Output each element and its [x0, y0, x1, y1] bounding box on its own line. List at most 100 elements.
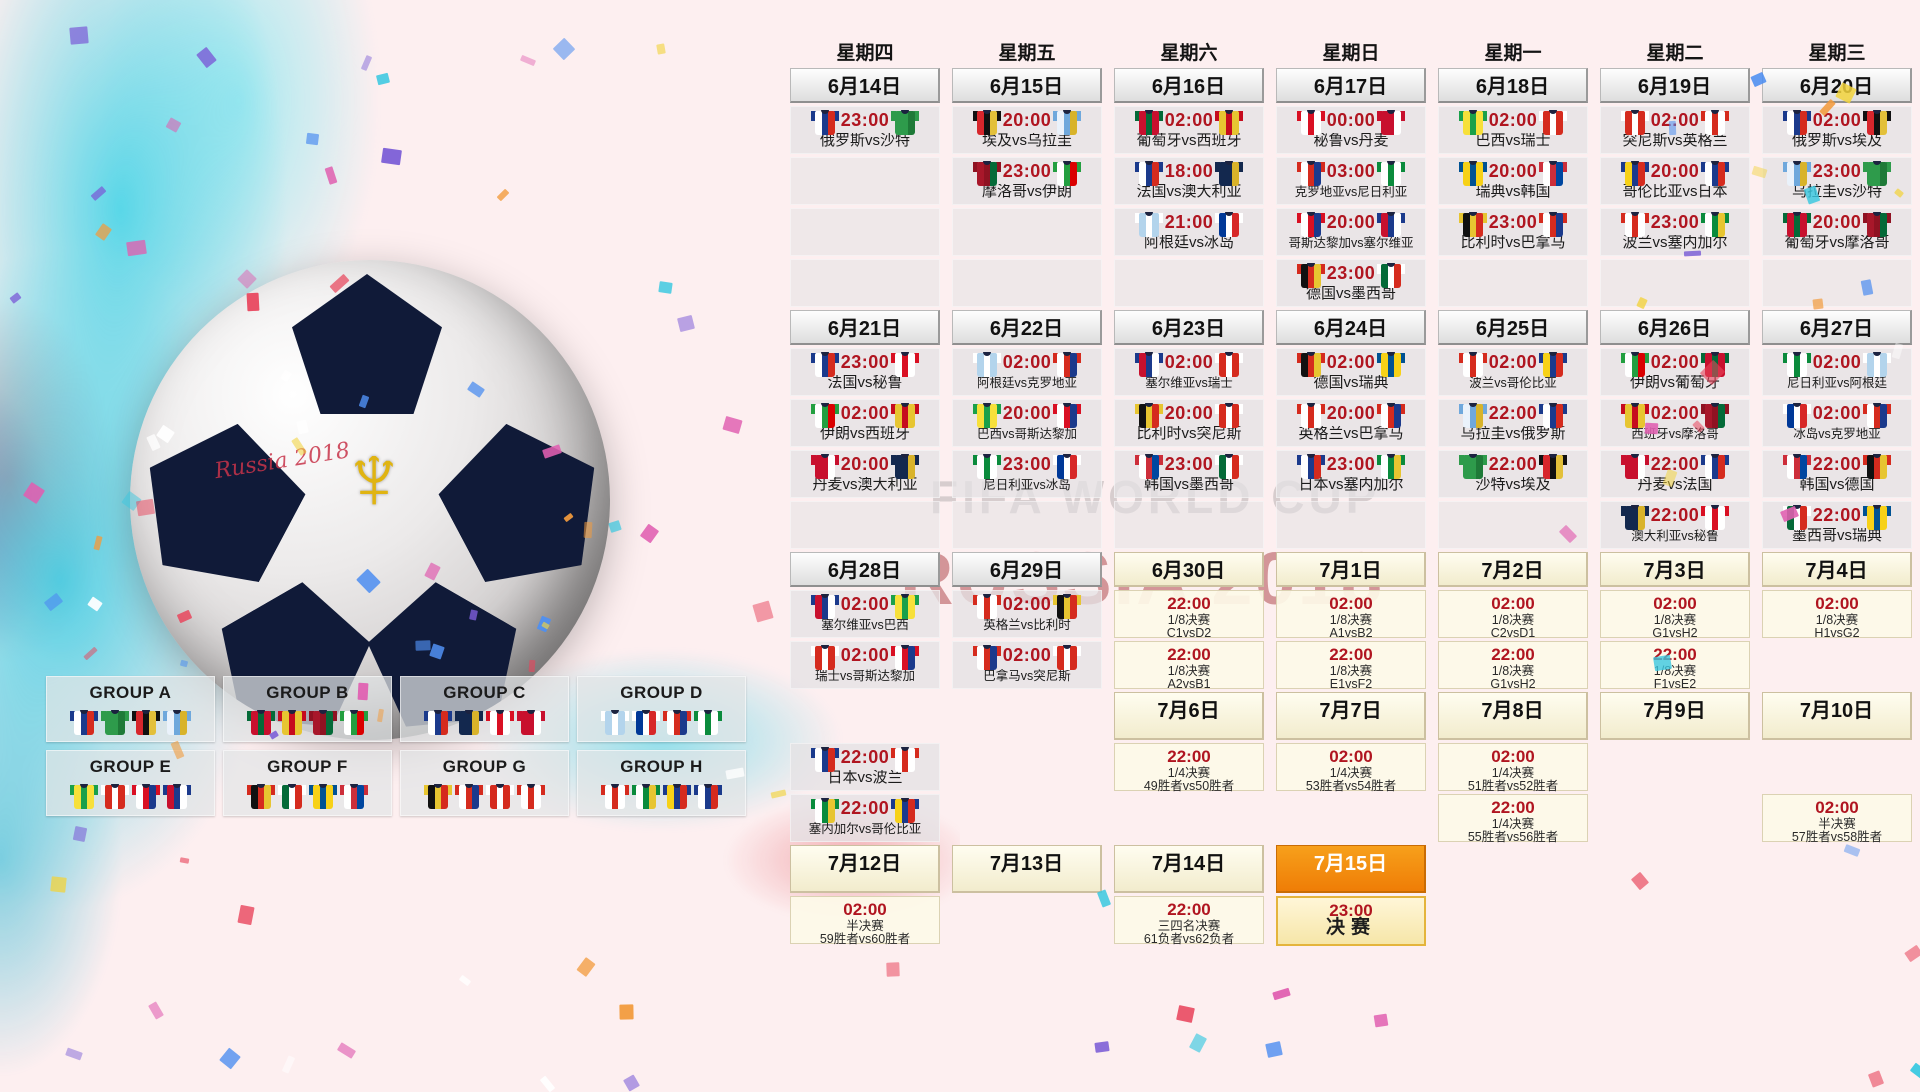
group-card[interactable]: GROUP E: [46, 750, 215, 816]
match-cell[interactable]: 02:00 突尼斯vs英格兰: [1600, 106, 1750, 154]
match-cell[interactable]: 22:00 墨西哥vs瑞典: [1762, 501, 1912, 549]
match-cell[interactable]: 23:00 比利时vs巴拿马: [1438, 208, 1588, 256]
match-cell[interactable]: 02:00 英格兰vs比利时: [952, 590, 1102, 638]
match-cell[interactable]: 22:00 澳大利亚vs秘鲁: [1600, 501, 1750, 549]
match-cell[interactable]: 02:00 尼日利亚vs阿根廷: [1762, 348, 1912, 396]
match-cell[interactable]: 00:00 秘鲁vs丹麦: [1276, 106, 1426, 154]
match-cell[interactable]: 02:00 西班牙vs摩洛哥: [1600, 399, 1750, 447]
date-chip[interactable]: 6月22日: [952, 310, 1102, 345]
match-cell[interactable]: 20:00 哥斯达黎加vs塞尔维亚: [1276, 208, 1426, 256]
match-cell[interactable]: 02:00 伊朗vs葡萄牙: [1600, 348, 1750, 396]
match-cell[interactable]: 23:00 德国vs墨西哥: [1276, 259, 1426, 307]
knockout-match-cell[interactable]: 02:00 1/8决赛 G1vsH2: [1600, 590, 1750, 638]
date-chip[interactable]: 6月16日: [1114, 68, 1264, 103]
date-chip[interactable]: 6月21日: [790, 310, 940, 345]
date-chip[interactable]: 7月12日: [790, 845, 940, 893]
knockout-match-cell[interactable]: 02:00 1/8决赛 A1vsB2: [1276, 590, 1426, 638]
knockout-match-cell[interactable]: 22:00 三四名决赛 61负者vs62负者: [1114, 896, 1264, 944]
date-chip[interactable]: 6月17日: [1276, 68, 1426, 103]
date-chip[interactable]: 7月9日: [1600, 692, 1750, 740]
group-card[interactable]: GROUP C: [400, 676, 569, 742]
match-cell[interactable]: 20:00 哥伦比亚vs日本: [1600, 157, 1750, 205]
match-cell[interactable]: 20:00 巴西vs哥斯达黎加: [952, 399, 1102, 447]
date-chip[interactable]: 7月15日: [1276, 845, 1426, 893]
date-chip[interactable]: 6月19日: [1600, 68, 1750, 103]
knockout-match-cell[interactable]: 22:00 1/8决赛 C1vsD2: [1114, 590, 1264, 638]
date-chip[interactable]: 7月4日: [1762, 552, 1912, 587]
group-card[interactable]: GROUP G: [400, 750, 569, 816]
match-cell[interactable]: 02:00 阿根廷vs克罗地亚: [952, 348, 1102, 396]
match-cell[interactable]: 02:00 俄罗斯vs埃及: [1762, 106, 1912, 154]
match-cell[interactable]: 23:00 波兰vs塞内加尔: [1600, 208, 1750, 256]
group-card[interactable]: GROUP B: [223, 676, 392, 742]
match-cell[interactable]: 22:00 沙特vs埃及: [1438, 450, 1588, 498]
match-cell[interactable]: 23:00 日本vs塞内加尔: [1276, 450, 1426, 498]
group-card[interactable]: GROUP A: [46, 676, 215, 742]
match-cell[interactable]: 20:00 葡萄牙vs摩洛哥: [1762, 208, 1912, 256]
match-cell[interactable]: 20:00 英格兰vs巴拿马: [1276, 399, 1426, 447]
knockout-match-cell[interactable]: 02:00 半决赛 57胜者vs58胜者: [1762, 794, 1912, 842]
match-cell[interactable]: 02:00 伊朗vs西班牙: [790, 399, 940, 447]
date-chip[interactable]: 6月26日: [1600, 310, 1750, 345]
match-cell[interactable]: 22:00 日本vs波兰: [790, 743, 940, 791]
date-chip[interactable]: 6月25日: [1438, 310, 1588, 345]
knockout-match-cell[interactable]: 22:00 1/8决赛 G1vsH2: [1438, 641, 1588, 689]
knockout-match-cell[interactable]: 02:00 1/8决赛 H1vsG2: [1762, 590, 1912, 638]
match-cell[interactable]: 23:00 俄罗斯vs沙特: [790, 106, 940, 154]
date-chip[interactable]: 7月8日: [1438, 692, 1588, 740]
date-chip[interactable]: 6月15日: [952, 68, 1102, 103]
match-cell[interactable]: 22:00 韩国vs德国: [1762, 450, 1912, 498]
match-cell[interactable]: 22:00 塞内加尔vs哥伦比亚: [790, 794, 940, 842]
knockout-match-cell[interactable]: 22:00 1/8决赛 A2vsB1: [1114, 641, 1264, 689]
match-cell[interactable]: 20:00 埃及vs乌拉圭: [952, 106, 1102, 154]
match-cell[interactable]: 02:00 巴拿马vs突尼斯: [952, 641, 1102, 689]
match-cell[interactable]: 02:00 葡萄牙vs西班牙: [1114, 106, 1264, 154]
match-cell[interactable]: 23:00 尼日利亚vs冰岛: [952, 450, 1102, 498]
date-chip[interactable]: 6月29日: [952, 552, 1102, 587]
match-cell[interactable]: 03:00 克罗地亚vs尼日利亚: [1276, 157, 1426, 205]
date-chip[interactable]: 7月2日: [1438, 552, 1588, 587]
group-card[interactable]: GROUP H: [577, 750, 746, 816]
match-cell[interactable]: 21:00 阿根廷vs冰岛: [1114, 208, 1264, 256]
match-cell[interactable]: 22:00 乌拉圭vs俄罗斯: [1438, 399, 1588, 447]
date-chip[interactable]: 6月20日: [1762, 68, 1912, 103]
date-chip[interactable]: 7月13日: [952, 845, 1102, 893]
date-chip[interactable]: 7月14日: [1114, 845, 1264, 893]
date-chip[interactable]: 6月18日: [1438, 68, 1588, 103]
match-cell[interactable]: 22:00 丹麦vs法国: [1600, 450, 1750, 498]
date-chip[interactable]: 7月6日: [1114, 692, 1264, 740]
match-cell[interactable]: 23:00 法国vs秘鲁: [790, 348, 940, 396]
date-chip[interactable]: 6月30日: [1114, 552, 1264, 587]
knockout-match-cell[interactable]: 02:00 半决赛 59胜者vs60胜者: [790, 896, 940, 944]
group-card[interactable]: GROUP D: [577, 676, 746, 742]
match-cell[interactable]: 02:00 波兰vs哥伦比亚: [1438, 348, 1588, 396]
match-cell[interactable]: 02:00 塞尔维亚vs巴西: [790, 590, 940, 638]
knockout-match-cell[interactable]: 02:00 1/8决赛 C2vsD1: [1438, 590, 1588, 638]
date-chip[interactable]: 6月14日: [790, 68, 940, 103]
match-cell[interactable]: 18:00 法国vs澳大利亚: [1114, 157, 1264, 205]
match-cell[interactable]: 20:00 瑞典vs韩国: [1438, 157, 1588, 205]
date-chip[interactable]: 7月10日: [1762, 692, 1912, 740]
match-cell[interactable]: 20:00 丹麦vs澳大利亚: [790, 450, 940, 498]
match-cell[interactable]: 20:00 比利时vs突尼斯: [1114, 399, 1264, 447]
match-cell[interactable]: 02:00 冰岛vs克罗地亚: [1762, 399, 1912, 447]
knockout-match-cell[interactable]: 22:00 1/8决赛 F1vsE2: [1600, 641, 1750, 689]
match-cell[interactable]: 23:00 摩洛哥vs伊朗: [952, 157, 1102, 205]
knockout-match-cell[interactable]: 22:00 1/4决赛 55胜者vs56胜者: [1438, 794, 1588, 842]
match-cell[interactable]: 02:00 瑞士vs哥斯达黎加: [790, 641, 940, 689]
date-chip[interactable]: 7月3日: [1600, 552, 1750, 587]
knockout-match-cell[interactable]: 22:00 1/4决赛 49胜者vs50胜者: [1114, 743, 1264, 791]
final-match-cell[interactable]: 23:00 决赛: [1276, 896, 1426, 946]
knockout-match-cell[interactable]: 02:00 1/4决赛 51胜者vs52胜者: [1438, 743, 1588, 791]
date-chip[interactable]: 7月1日: [1276, 552, 1426, 587]
match-cell[interactable]: 02:00 塞尔维亚vs瑞士: [1114, 348, 1264, 396]
date-chip[interactable]: 6月28日: [790, 552, 940, 587]
date-chip[interactable]: 6月24日: [1276, 310, 1426, 345]
date-chip[interactable]: 6月27日: [1762, 310, 1912, 345]
match-cell[interactable]: 02:00 德国vs瑞典: [1276, 348, 1426, 396]
date-chip[interactable]: 7月7日: [1276, 692, 1426, 740]
group-card[interactable]: GROUP F: [223, 750, 392, 816]
knockout-match-cell[interactable]: 02:00 1/4决赛 53胜者vs54胜者: [1276, 743, 1426, 791]
match-cell[interactable]: 02:00 巴西vs瑞士: [1438, 106, 1588, 154]
match-cell[interactable]: 23:00 乌拉圭vs沙特: [1762, 157, 1912, 205]
